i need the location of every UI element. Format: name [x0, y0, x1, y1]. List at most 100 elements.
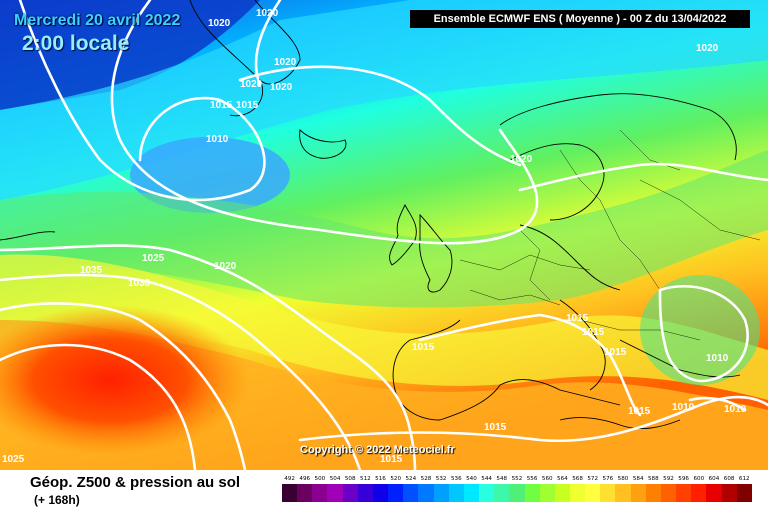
isobar-label-1020: 1020: [208, 18, 231, 29]
scale-swatch: [372, 484, 389, 502]
scale-label: 520: [390, 476, 402, 482]
scale-labels: 492 496 500 504 508 512 516 520 524 528 532 536 540 5…: [282, 476, 752, 482]
isobar-label-1025: 1025: [142, 253, 165, 264]
isobar-label-1015: 1015: [604, 347, 627, 358]
isobar-label-1020: 1020: [240, 79, 263, 90]
scale-swatch: [282, 484, 298, 502]
isobar-label-1020: 1020: [214, 261, 237, 272]
isobar-label-1020: 1020: [510, 154, 533, 165]
model-banner: Ensemble ECMWF ENS ( Moyenne ) - 00 Z du…: [410, 10, 750, 28]
legend-title: Géop. Z500 & pression au sol: [30, 474, 241, 491]
scale-label: 528: [420, 476, 432, 482]
scale-swatch: [645, 484, 661, 502]
scale-swatch: [721, 484, 737, 502]
scale-label: 504: [329, 476, 341, 482]
isobar-labels: 1020 1020 1020 1020 1020 1020 1020 1015 …: [2, 8, 747, 465]
scale-label: 508: [344, 476, 356, 482]
scale-swatch: [479, 484, 495, 502]
scale-label: 524: [405, 476, 417, 482]
isobar-label-1015: 1015: [380, 454, 403, 465]
scale-label: 604: [708, 476, 720, 482]
scale-bar: [282, 484, 752, 502]
scale-swatch: [691, 484, 707, 502]
scale-label: 536: [450, 476, 462, 482]
z500-band-yellow: [0, 254, 768, 400]
scale-swatch: [297, 484, 313, 502]
scale-label: 580: [617, 476, 629, 482]
scale-swatch: [388, 484, 404, 502]
z500-ridge: [0, 305, 250, 455]
scale-label: 540: [466, 476, 477, 482]
scale-swatch: [524, 484, 540, 502]
scale-label: 496: [299, 476, 311, 482]
scale-label: 552: [511, 476, 523, 482]
isobar-label-1015: 1015: [484, 422, 507, 433]
isobar-label-1020: 1020: [270, 82, 293, 93]
scale-swatch: [403, 484, 419, 502]
scale-swatch: [554, 484, 570, 502]
isobar-label-1010: 1010: [672, 402, 695, 413]
z500-band-low: [0, 0, 260, 110]
scale-swatch: [539, 484, 555, 502]
forecast-time: 2:00 locale: [22, 32, 130, 55]
isobar-label-1015: 1015: [236, 100, 259, 111]
scale-swatch: [585, 484, 601, 502]
scale-label: 572: [587, 476, 599, 482]
country-borders: [459, 129, 761, 341]
z500-band-green: [0, 150, 768, 308]
scale-swatch: [630, 484, 646, 502]
forecast-date: Mercredi 20 avril 2022: [14, 12, 181, 29]
scale-swatch: [494, 484, 510, 502]
scale-swatch: [342, 484, 358, 502]
isobar-label-1015: 1015: [412, 342, 435, 353]
isobar-label-1025: 1025: [2, 454, 25, 465]
legend-panel: Géop. Z500 & pression au sol (+ 168h) 49…: [0, 470, 768, 512]
scale-swatch: [660, 484, 677, 502]
isobar-label-1010: 1010: [706, 353, 729, 364]
isobar-label-1015: 1015: [582, 327, 605, 338]
scale-label: 556: [526, 476, 538, 482]
scale-label: 612: [738, 476, 750, 482]
scale-label: 596: [678, 476, 689, 482]
color-scale: 492 496 500 504 508 512 516 520 524 528 532 536 540 5…: [282, 476, 752, 502]
scale-swatch: [418, 484, 434, 502]
isobar-label-1020: 1020: [256, 8, 279, 19]
scale-swatch: [600, 484, 616, 502]
isobar-label-1015: 1015: [628, 406, 651, 417]
scale-swatch: [706, 484, 722, 502]
scale-label: 512: [360, 476, 371, 482]
scale-label: 600: [693, 476, 705, 482]
scale-label: 568: [572, 476, 583, 482]
scale-swatch: [569, 484, 586, 502]
scale-label: 588: [647, 476, 659, 482]
scale-swatch: [433, 484, 449, 502]
scale-label: 592: [663, 476, 674, 482]
scale-swatch: [736, 484, 752, 502]
scale-label: 532: [435, 476, 447, 482]
scale-label: 576: [602, 476, 614, 482]
scale-swatch: [448, 484, 464, 502]
scale-label: 608: [723, 476, 735, 482]
isobar-label-1020: 1020: [274, 57, 297, 68]
isobars: [0, 0, 768, 470]
scale-label: 492: [284, 476, 295, 482]
isobar-label-1015: 1015: [566, 313, 589, 324]
scale-label: 584: [632, 476, 644, 482]
isobar-label-1030: 1030: [128, 278, 151, 289]
scale-swatch: [615, 484, 631, 502]
scale-label: 548: [496, 476, 508, 482]
z500-trough: [130, 137, 290, 213]
isobar-label-1035: 1035: [80, 265, 103, 276]
scale-swatch: [463, 484, 480, 502]
weather-map: 1020 1020 1020 1020 1020 1020 1020 1015 …: [0, 0, 768, 470]
scale-swatch: [676, 484, 692, 502]
isobar-label-1010: 1010: [724, 404, 747, 415]
isobar-label-1015: 1015: [210, 100, 233, 111]
scale-swatch: [327, 484, 343, 502]
scale-label: 500: [314, 476, 326, 482]
scale-swatch: [509, 484, 525, 502]
isobar-label-1010: 1010: [206, 134, 229, 145]
scale-label: 516: [375, 476, 386, 482]
scale-swatch: [357, 484, 373, 502]
